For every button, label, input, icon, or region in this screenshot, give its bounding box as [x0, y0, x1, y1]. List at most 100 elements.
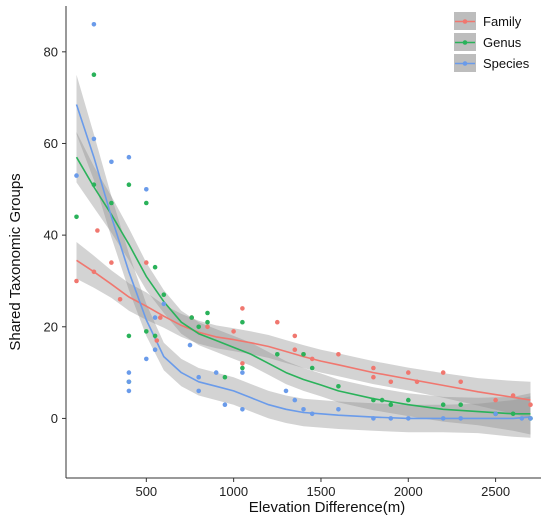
- family-point: [292, 347, 298, 353]
- genus-point: [109, 200, 114, 206]
- species-fit-line: [75, 104, 531, 420]
- family-point: [158, 315, 163, 320]
- genus-point: [336, 384, 341, 389]
- legend-label-family: Family: [483, 14, 522, 29]
- genus-point: [126, 333, 132, 339]
- legend-label-species: Species: [483, 56, 530, 71]
- genus-point: [510, 411, 516, 417]
- family-point: [117, 297, 123, 302]
- genus-point: [161, 292, 167, 298]
- genus-point: [458, 402, 464, 408]
- genus-point: [240, 365, 245, 371]
- species-point: [440, 416, 446, 421]
- genus-point: [189, 315, 194, 320]
- species-point: [240, 407, 245, 412]
- genus-point: [205, 319, 210, 325]
- genus-point: [196, 324, 201, 330]
- genus-point: [91, 182, 97, 187]
- x-tick-label: 1500: [307, 484, 336, 499]
- species-point: [528, 416, 533, 421]
- legend: Family Genus Species: [452, 8, 544, 77]
- axes: 0 20 40 60 80 500 1000 1500 2000 2500: [44, 6, 541, 499]
- family-point: [154, 338, 160, 343]
- genus-point: [152, 333, 158, 339]
- x-tick-label: 1000: [219, 484, 248, 499]
- y-tick-label: 80: [44, 44, 58, 59]
- family-point: [440, 370, 446, 375]
- genus-point: [91, 72, 97, 77]
- family-point: [309, 356, 315, 362]
- genus-confidence-band: [76, 132, 531, 435]
- species-point: [283, 388, 289, 394]
- species-point: [458, 416, 464, 421]
- species-point: [144, 356, 149, 362]
- family-point: [240, 361, 245, 366]
- family-point: [144, 260, 149, 265]
- legend-label-genus: Genus: [483, 35, 522, 50]
- species-point: [126, 379, 132, 385]
- family-confidence-band: [76, 242, 531, 419]
- family-fit-line: [76, 259, 531, 401]
- family-point: [510, 393, 516, 398]
- species-point: [336, 407, 341, 412]
- family-point: [95, 228, 100, 233]
- genus-point: [144, 200, 149, 206]
- species-point: [519, 416, 525, 421]
- family-point: [458, 379, 464, 385]
- species-point: [161, 301, 167, 307]
- species-point: [91, 22, 97, 27]
- x-tick-label: 2000: [394, 484, 423, 499]
- species-point: [126, 154, 132, 160]
- confidence-bands: [76, 74, 531, 438]
- genus-point: [301, 352, 306, 357]
- genus-point: [388, 402, 394, 408]
- species-point: [196, 374, 201, 380]
- genus-point: [275, 352, 280, 357]
- species-point: [493, 411, 498, 417]
- family-point: [493, 397, 498, 403]
- species-point: [213, 370, 219, 375]
- legend-key-point-species: [462, 61, 468, 66]
- species-point: [109, 159, 114, 165]
- legend-key-point-genus: [462, 40, 468, 45]
- family-point: [74, 278, 79, 284]
- family-point: [292, 333, 298, 339]
- x-axis-title: Elevation Difference(m): [249, 499, 405, 516]
- genus-point: [205, 310, 210, 316]
- species-point: [301, 407, 306, 412]
- family-point: [240, 306, 245, 311]
- family-point: [336, 352, 341, 357]
- genus-point: [240, 319, 245, 325]
- species-point: [144, 187, 149, 192]
- family-point: [371, 374, 376, 380]
- y-tick-label: 20: [44, 319, 58, 334]
- genus-point: [406, 397, 411, 403]
- genus-point: [74, 214, 79, 220]
- species-point: [292, 397, 298, 403]
- y-tick-label: 40: [44, 228, 58, 243]
- family-point: [91, 269, 97, 275]
- species-point: [152, 347, 158, 353]
- species-point: [126, 370, 132, 375]
- genus-point: [126, 182, 132, 187]
- species-point: [309, 411, 315, 417]
- genus-point: [144, 329, 149, 334]
- genus-point: [379, 397, 385, 403]
- family-point: [414, 379, 420, 385]
- x-tick-label: 2500: [481, 484, 510, 499]
- species-point: [196, 388, 201, 394]
- species-point: [152, 315, 158, 320]
- species-point: [187, 342, 193, 348]
- genus-point: [152, 264, 158, 270]
- family-point: [231, 329, 236, 334]
- y-tick-label: 60: [44, 136, 58, 151]
- species-point: [388, 416, 394, 421]
- family-point: [528, 402, 533, 408]
- family-point: [406, 370, 411, 375]
- legend-key-point-family: [462, 19, 468, 24]
- x-tick-label: 500: [135, 484, 157, 499]
- family-point: [205, 324, 210, 330]
- species-point: [240, 370, 245, 375]
- genus-point: [371, 397, 376, 403]
- data-points: [74, 22, 533, 421]
